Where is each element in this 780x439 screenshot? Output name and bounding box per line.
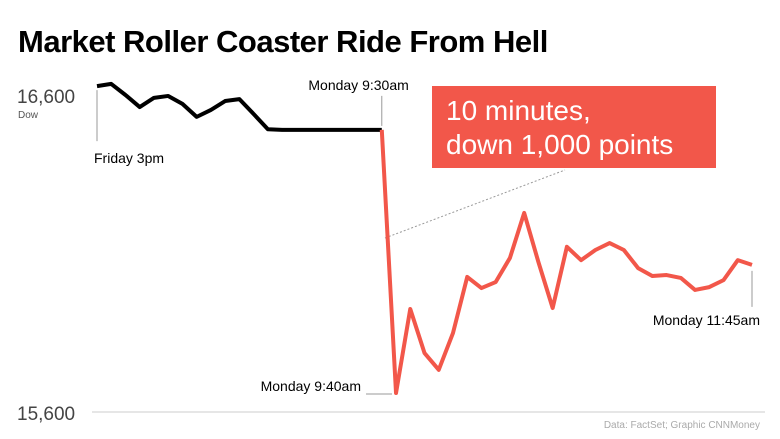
- annotation: Monday 11:45am: [653, 312, 760, 328]
- y-axis-label: Dow: [18, 110, 39, 121]
- callout-text: down 1,000 points: [446, 129, 673, 160]
- y-tick-label: 15,600: [17, 404, 75, 425]
- annotation: Friday 3pm: [94, 150, 164, 166]
- chart-title: Market Roller Coaster Ride From Hell: [18, 24, 548, 59]
- series-line: [379, 129, 753, 395]
- annotation: Monday 9:30am: [308, 77, 408, 93]
- callout-text: 10 minutes,: [446, 95, 591, 126]
- source-note: Data: FactSet; Graphic CNNMoney: [604, 420, 760, 431]
- series-line: [96, 81, 382, 132]
- annotation: Monday 9:40am: [261, 378, 361, 394]
- callout-box: [432, 86, 716, 168]
- callout-connector: [384, 169, 566, 239]
- y-tick-label: 16,600: [17, 87, 75, 108]
